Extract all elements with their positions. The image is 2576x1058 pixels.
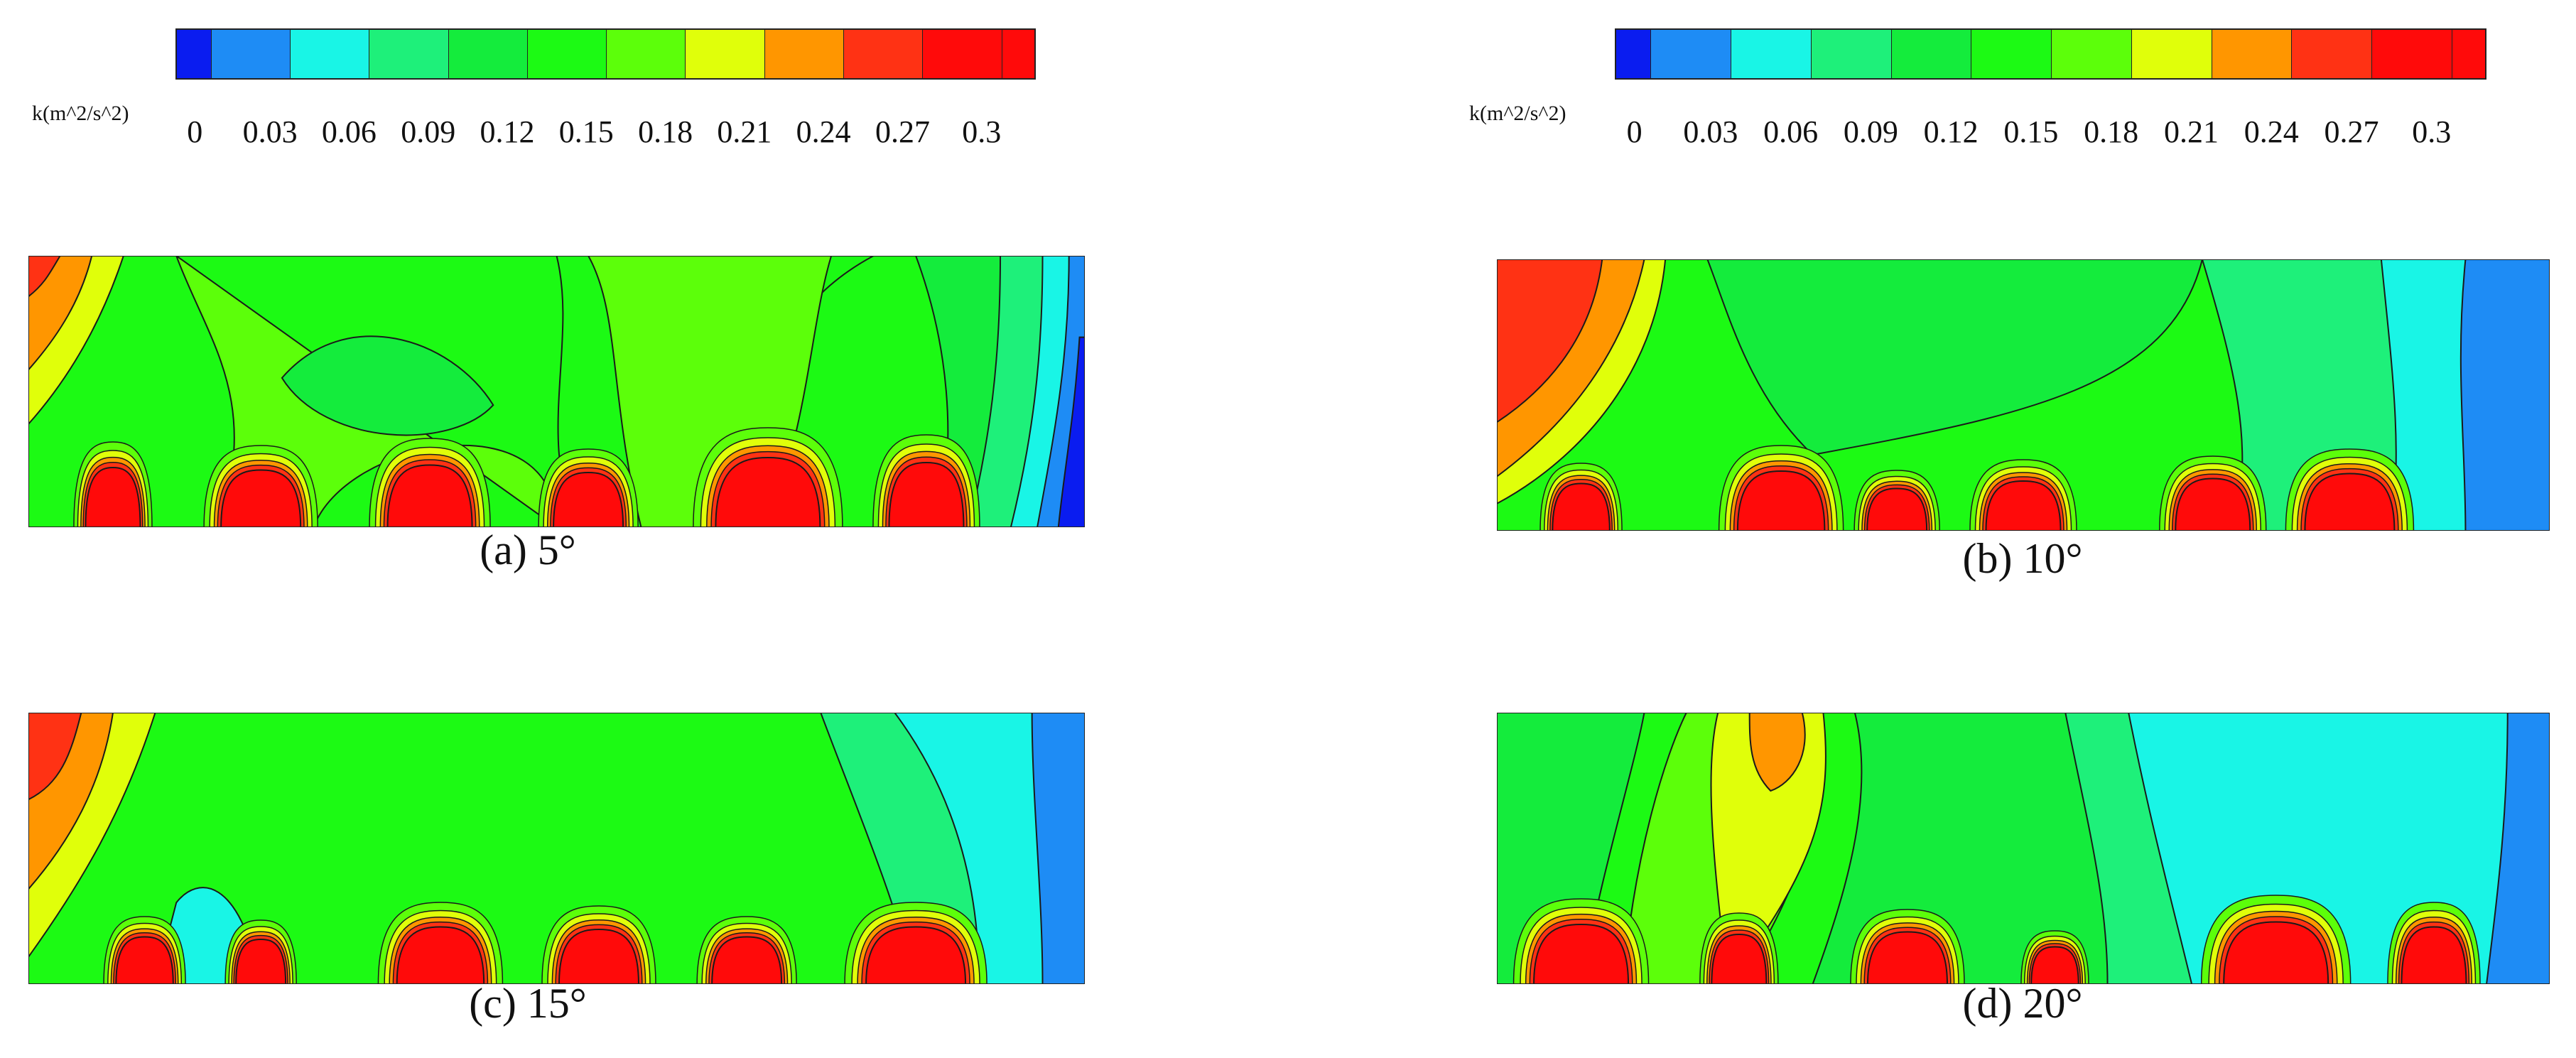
high-k-blob — [386, 464, 473, 527]
colorbar-tick-label: 0.06 — [321, 114, 377, 149]
contour-band — [1706, 259, 2203, 456]
contour-plot-a — [28, 256, 1085, 527]
colorbar-left-title: k(m^2/s^2) — [32, 102, 129, 125]
high-k-blob — [1552, 482, 1611, 531]
colorbar-tick-label: 0.09 — [401, 114, 456, 149]
high-k-blob — [2030, 946, 2079, 984]
colorbar-swatch — [448, 28, 527, 80]
colorbar-swatch — [1615, 28, 1651, 80]
contour-plot-c — [28, 713, 1085, 984]
caption-a: (a) 5° — [480, 527, 576, 573]
colorbar-tick-label: 0.3 — [962, 114, 1002, 149]
contour-panel-d — [1497, 713, 2550, 984]
colorbar-tick-label: 0.18 — [638, 114, 693, 149]
colorbar-tick-label: 0.27 — [875, 114, 930, 149]
colorbar-tick-label: 0.09 — [1843, 114, 1898, 149]
contour-plot-b — [1497, 259, 2550, 531]
high-k-blob — [2401, 926, 2467, 984]
colorbar-tick-label: 0.12 — [480, 114, 535, 149]
high-k-blob — [2223, 921, 2329, 984]
colorbar-swatch — [175, 28, 211, 80]
colorbar-right-title: k(m^2/s^2) — [1469, 102, 1566, 125]
colorbar-swatch — [1971, 28, 2052, 80]
colorbar-swatch — [1731, 28, 1811, 80]
colorbar-tick-label: 0.27 — [2324, 114, 2379, 149]
colorbar-right: 0 0.03 0.06 0.09 0.12 0.15 0.18 0.21 0.24 0.27 0.3 — [1615, 28, 2486, 171]
high-k-blob — [1711, 933, 1768, 984]
colorbar-swatch — [1890, 28, 1971, 80]
contour-band — [28, 256, 93, 371]
contour-panel-b — [1497, 259, 2550, 531]
high-k-blob — [396, 926, 485, 984]
colorbar-swatch — [843, 28, 923, 80]
colorbar-swatch — [1810, 28, 1891, 80]
colorbar-swatch — [764, 28, 843, 80]
colorbar-swatch — [922, 28, 1002, 80]
colorbar-tick-label: 0.15 — [558, 114, 614, 149]
high-k-blob — [865, 926, 967, 984]
colorbar-tick-label: 0.3 — [2412, 114, 2452, 149]
contour-band — [1497, 259, 1603, 423]
high-k-blob — [1866, 487, 1928, 531]
caption-c: (c) 15° — [469, 980, 587, 1027]
colorbar-tick-label: 0 — [187, 114, 203, 149]
colorbar-swatch — [1001, 28, 1036, 80]
colorbar-swatch — [2051, 28, 2131, 80]
high-k-blob — [235, 938, 287, 984]
high-k-blob — [715, 456, 821, 527]
colorbar-swatch — [210, 28, 290, 80]
colorbar-right-scale: 0 0.03 0.06 0.09 0.12 0.15 0.18 0.21 0.24 0.27 0.3 — [1615, 28, 2486, 149]
colorbar-swatch — [2211, 28, 2292, 80]
colorbar-tick-label: 0.24 — [796, 114, 851, 149]
contour-panel-c — [28, 713, 1085, 984]
colorbar-swatch — [526, 28, 607, 80]
high-k-blob — [1736, 470, 1826, 531]
high-k-blob — [1866, 931, 1948, 984]
high-k-blob — [115, 936, 174, 984]
colorbar-swatch — [2131, 28, 2212, 80]
colorbar-tick-label: 0.06 — [1763, 114, 1819, 149]
high-k-blob — [85, 466, 141, 527]
colorbar-tick-label: 0.21 — [2163, 114, 2219, 149]
colorbar-tick-label: 0.18 — [2084, 114, 2139, 149]
colorbar-swatch — [289, 28, 369, 80]
colorbar-tick-label: 0.15 — [2003, 114, 2059, 149]
colorbar-swatch — [685, 28, 764, 80]
high-k-blob — [1985, 480, 2062, 531]
caption-b: (b) 10° — [1962, 535, 2083, 582]
contour-band — [2486, 713, 2550, 984]
contour-band — [1748, 713, 1806, 792]
colorbar-swatch — [2451, 28, 2486, 80]
colorbar-left-scale: 0 0.03 0.06 0.09 0.12 0.15 0.18 0.21 0.24 0.27 0.3 — [175, 28, 1036, 149]
colorbar-tick-label: 0.21 — [717, 114, 772, 149]
colorbar-swatch — [369, 28, 448, 80]
high-k-blob — [1533, 923, 1630, 984]
colorbar-swatch — [2371, 28, 2452, 80]
high-k-blob — [553, 471, 624, 527]
high-k-blob — [558, 928, 639, 984]
contour-band — [2459, 259, 2550, 531]
colorbar-tick-label: 0.12 — [1923, 114, 1979, 149]
colorbar-tick-label: 0.24 — [2244, 114, 2299, 149]
contour-band — [281, 335, 494, 436]
colorbar-left: 0 0.03 0.06 0.09 0.12 0.15 0.18 0.21 0.24 0.27 0.3 — [175, 28, 1036, 171]
colorbar-tick-label: 0 — [1626, 114, 1643, 149]
caption-d: (d) 20° — [1962, 980, 2083, 1027]
high-k-blob — [220, 469, 302, 527]
high-k-blob — [2304, 473, 2396, 531]
colorbar-swatch — [606, 28, 686, 80]
contour-band — [28, 713, 82, 801]
high-k-blob — [2175, 477, 2251, 531]
colorbar-tick-label: 0.03 — [1683, 114, 1738, 149]
high-k-blob — [888, 461, 965, 527]
high-k-blob — [711, 936, 783, 984]
colorbar-swatch — [1650, 28, 1731, 80]
contour-band — [1031, 713, 1085, 984]
contour-panel-a — [28, 256, 1085, 527]
contour-band — [28, 256, 61, 298]
colorbar-swatch — [2291, 28, 2372, 80]
colorbar-tick-label: 0.03 — [242, 114, 298, 149]
contour-plot-d — [1497, 713, 2550, 984]
